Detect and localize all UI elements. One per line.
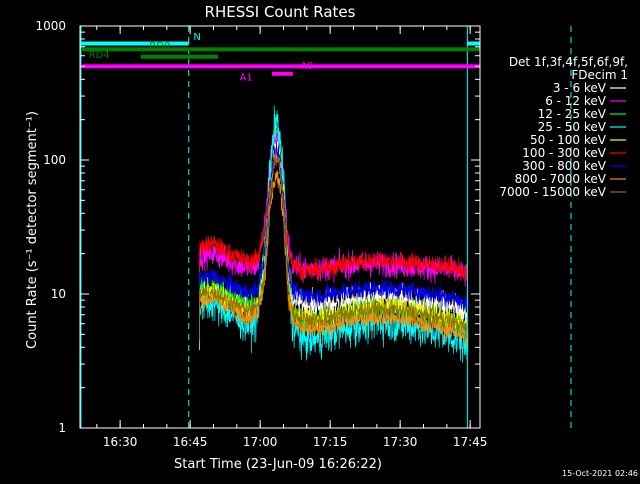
flag-label-rd4: RD4 <box>89 50 110 61</box>
chart-title: RHESSI Count Rates <box>205 3 356 21</box>
flag-bar-a1-0 <box>271 71 293 76</box>
timestamp: 15-Oct-2021 02:46 <box>562 469 638 478</box>
flag-label-a0: A0 <box>300 61 313 72</box>
x-tick-label-1: 16:45 <box>173 435 208 449</box>
y-tick-label-3: 1000 <box>35 19 66 33</box>
flag-bar-rd0-0 <box>80 47 480 52</box>
flag-bar-a0-0 <box>80 64 480 69</box>
legend-label-2: 12 - 25 keV <box>538 107 607 121</box>
y-tick-label-1: 10 <box>51 287 66 301</box>
legend-label-6: 300 - 800 keV <box>522 159 606 173</box>
legend-header-0: Det 1f,3f,4f,5f,6f,9f, <box>509 55 628 69</box>
x-tick-label-3: 17:15 <box>313 435 348 449</box>
y-tick-label-2: 100 <box>43 153 66 167</box>
x-axis-label: Start Time (23-Jun-09 16:26:22) <box>174 457 382 472</box>
flag-bar-n-0 <box>80 41 189 46</box>
y-tick-label-0: 1 <box>58 421 66 435</box>
series-line-5 <box>199 149 469 335</box>
x-axis: 16:30 16:45 17:00 17:15 17:30 17:45 <box>96 26 488 449</box>
flag-bar-rd4-0 <box>140 54 219 59</box>
legend-label-3: 25 - 50 keV <box>538 120 607 134</box>
legend-label-1: 6 - 12 keV <box>545 94 607 108</box>
vertical-markers <box>80 26 572 428</box>
legend-header-1: FDecim 1 <box>571 68 628 82</box>
y-axis-label: Count Rate (s⁻¹ detector segment⁻¹) <box>25 111 40 349</box>
legend-label-7: 800 - 7000 keV <box>515 172 607 186</box>
flag-label-rd0: RD0 <box>149 41 170 52</box>
flag-label-a1: A1 <box>240 72 253 83</box>
legend: Det 1f,3f,4f,5f,6f,9f,FDecim 13 - 6 keV6… <box>499 55 628 199</box>
x-tick-label-0: 16:30 <box>103 435 138 449</box>
y-axis: 1 10 100 1000 <box>35 19 480 435</box>
series-line-8 <box>199 147 469 341</box>
x-tick-label-5: 17:45 <box>453 435 488 449</box>
series-line-6 <box>199 139 469 338</box>
x-tick-label-2: 17:00 <box>243 435 278 449</box>
x-tick-label-4: 17:30 <box>383 435 418 449</box>
flag-label-n: N <box>193 32 200 43</box>
plot-frame <box>79 25 481 429</box>
legend-label-5: 100 - 300 keV <box>522 146 606 160</box>
series-layer <box>199 105 469 363</box>
series-line-7 <box>199 170 469 349</box>
flag-bars: N RD0 RD4 A0 A1 <box>80 32 480 83</box>
legend-label-0: 3 - 6 keV <box>553 81 607 95</box>
legend-label-4: 50 - 100 keV <box>530 133 607 147</box>
legend-label-8: 7000 - 15000 keV <box>499 185 606 199</box>
flag-bar-n-1 <box>467 41 480 46</box>
